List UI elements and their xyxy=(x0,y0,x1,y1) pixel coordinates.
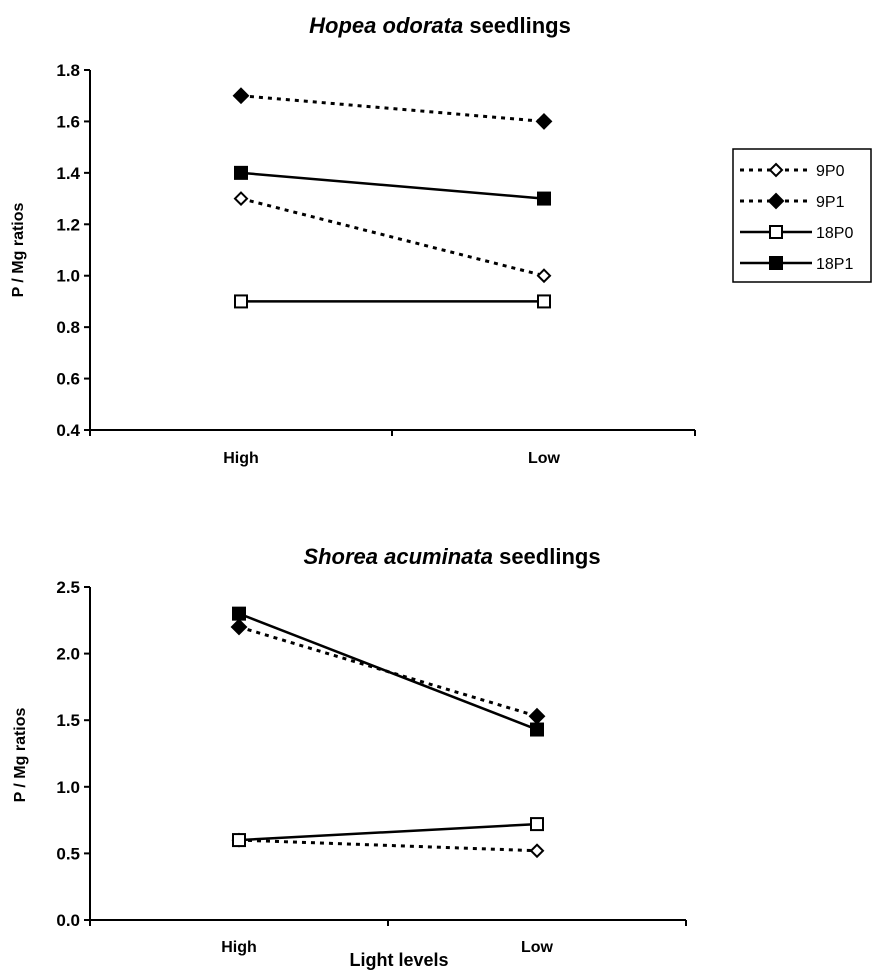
data-point xyxy=(230,618,248,636)
x-category-label: Low xyxy=(521,939,554,956)
data-point xyxy=(530,817,544,832)
y-tick-label: 1.0 xyxy=(56,267,80,286)
x-category-label: High xyxy=(221,939,257,956)
legend-item-18P0: 18P0 xyxy=(740,225,853,242)
chart-title-suffix: seedlings xyxy=(469,13,570,38)
y-tick-label: 1.8 xyxy=(56,61,80,80)
legend-item-18P1: 18P1 xyxy=(740,256,853,273)
y-tick-label: 0.0 xyxy=(56,911,80,930)
series-18P1 xyxy=(234,165,551,206)
legend-label: 9P1 xyxy=(816,194,845,211)
series-line xyxy=(238,612,538,731)
data-point xyxy=(232,833,246,848)
data-point xyxy=(232,606,246,621)
series-18P0 xyxy=(234,294,551,309)
legend-item-9P1: 9P1 xyxy=(740,192,845,211)
series-line xyxy=(238,822,538,842)
data-point xyxy=(528,707,546,725)
y-tick-label: 2.5 xyxy=(56,578,80,597)
y-tick-label: 0.5 xyxy=(56,844,80,863)
y-axis-label: P / Mg ratios xyxy=(12,707,29,802)
data-point xyxy=(233,191,249,206)
series-9P0 xyxy=(233,191,552,284)
legend-label: 18P0 xyxy=(816,225,853,242)
legend: 9P0 9P1 18P0 18P1 xyxy=(732,148,872,283)
y-tick-label: 1.2 xyxy=(56,215,80,234)
legend-item-9P0: 9P0 xyxy=(740,162,845,180)
data-point xyxy=(232,87,250,105)
y-tick-label: 1.0 xyxy=(56,778,80,797)
series-line xyxy=(238,838,538,853)
x-axis-label: Light levels xyxy=(349,950,448,970)
chart-title-species: Hopea odorata xyxy=(309,13,463,38)
chart-title: Shorea acuminata seedlings xyxy=(303,544,600,569)
y-tick-label: 0.4 xyxy=(56,421,80,440)
data-point xyxy=(234,165,248,180)
y-tick-label: 0.6 xyxy=(56,370,80,389)
y-axis-label: P / Mg ratios xyxy=(10,202,27,297)
legend-label: 18P1 xyxy=(816,256,853,273)
y-tick-label: 1.4 xyxy=(56,164,80,183)
data-point xyxy=(537,191,551,206)
data-point xyxy=(529,843,545,859)
y-tick-label: 2.0 xyxy=(56,645,80,664)
legend-marker xyxy=(769,225,783,239)
series-line xyxy=(240,171,545,200)
x-category-label: Low xyxy=(528,450,561,467)
data-point xyxy=(535,113,553,130)
series-18P0 xyxy=(232,817,544,848)
y-tick-label: 1.6 xyxy=(56,112,80,131)
y-tick-label: 1.5 xyxy=(56,711,80,730)
x-category-label: High xyxy=(223,450,259,467)
series-9P1 xyxy=(232,87,553,130)
chart-1: Hopea odorata seedlings 0.4 0.6 0.8 1.0 1.2 1.… xyxy=(10,13,872,467)
chart-title: Hopea odorata seedlings xyxy=(309,13,571,38)
chart-2: Shorea acuminata seedlings 0.0 0.5 1.0 1.5 2.… xyxy=(12,544,687,970)
data-point xyxy=(234,294,248,309)
series-line xyxy=(240,197,545,278)
chart-title-suffix: seedlings xyxy=(499,544,600,569)
legend-label: 9P0 xyxy=(816,163,845,180)
y-tick-label: 0.8 xyxy=(56,318,80,337)
series-line xyxy=(240,94,545,123)
chart-title-species: Shorea acuminata xyxy=(303,544,493,569)
legend-marker xyxy=(768,162,784,178)
legend-marker xyxy=(769,256,783,270)
data-point xyxy=(536,268,552,284)
data-point xyxy=(530,722,544,737)
legend-marker xyxy=(767,192,785,210)
series-18P1 xyxy=(232,606,544,737)
legend-box xyxy=(732,148,872,283)
data-point xyxy=(537,294,551,309)
